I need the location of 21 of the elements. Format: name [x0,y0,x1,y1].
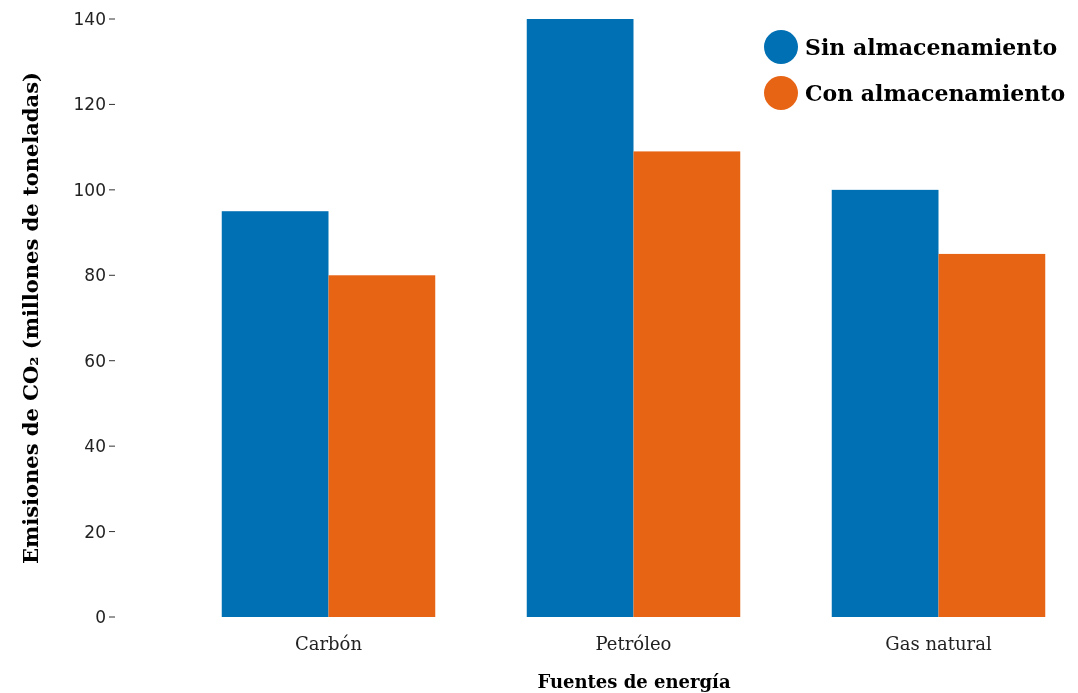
bar [221,211,329,617]
y-tick-label: 0 [95,606,106,627]
bar [831,189,939,617]
y-tick-label: 100 [73,179,106,200]
y-tick-label: 140 [73,8,106,29]
x-tick-label: Petróleo [595,633,672,654]
y-axis-title: Emisiones de CO₂ (millones de toneladas) [18,72,43,564]
legend-label: Con almacenamiento [805,79,1066,106]
legend-label: Sin almacenamiento [805,33,1058,60]
y-tick-label: 60 [84,350,106,371]
y-tick-label: 80 [84,265,106,286]
x-tick-label: Gas natural [885,633,992,654]
y-tick-label: 120 [73,94,106,115]
x-axis-title: Fuentes de energía [537,671,731,692]
bar [526,19,634,617]
bar [328,275,436,617]
y-tick-label: 20 [84,521,106,542]
x-tick-label: Carbón [294,633,363,654]
bar [633,151,741,617]
bar [938,253,1046,617]
y-tick-label: 40 [84,436,106,457]
